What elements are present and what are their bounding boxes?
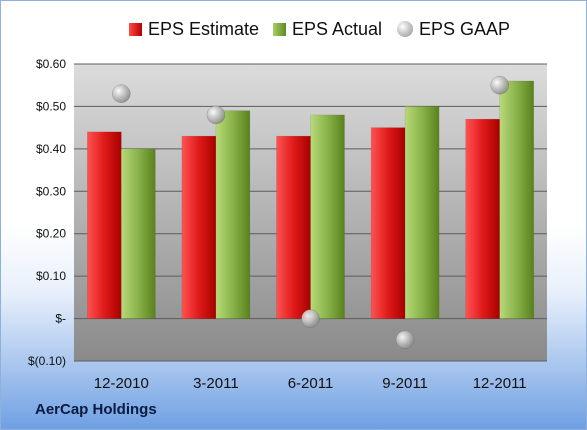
y-tick-label: $(0.10) <box>28 354 66 368</box>
y-tick-label: $0.60 <box>36 57 66 71</box>
legend-swatch-eps-actual <box>273 22 286 36</box>
eps-estimate-bar <box>465 118 500 319</box>
y-tick-label: $0.10 <box>36 269 66 283</box>
legend-label-eps-actual: EPS Actual <box>292 18 383 39</box>
eps-estimate-bar <box>181 135 217 319</box>
x-tick-label: 12-2010 <box>94 375 149 392</box>
legend-swatch-eps-gaap <box>397 21 413 37</box>
eps-actual-bar <box>215 110 251 319</box>
eps-gaap-point <box>112 84 131 103</box>
legend-label-eps-estimate: EPS Estimate <box>148 18 260 39</box>
eps-actual-bar <box>121 148 156 319</box>
legend: EPS Estimate EPS Actual EPS GAAP <box>1 15 586 43</box>
y-tick-label: $0.20 <box>36 227 66 241</box>
x-tick-label: 6-2011 <box>288 375 334 392</box>
legend-item-eps-gaap: EPS GAAP <box>397 15 510 43</box>
eps-gaap-point <box>301 309 320 328</box>
eps-gaap-point <box>490 75 509 95</box>
eps-estimate-bar <box>370 127 406 319</box>
eps-actual-bar <box>310 114 345 319</box>
eps-gaap-point <box>395 330 415 350</box>
x-tick-label: 9-2011 <box>382 375 428 392</box>
y-tick-label: $- <box>55 312 66 326</box>
legend-label-eps-gaap: EPS GAAP <box>419 18 511 39</box>
x-tick-label: 3-2011 <box>193 375 239 392</box>
legend-item-eps-estimate: EPS Estimate <box>129 15 259 43</box>
company-name: AerCap Holdings <box>35 401 157 418</box>
eps-estimate-bar <box>276 135 311 319</box>
y-tick-label: $0.50 <box>36 99 66 113</box>
y-tick-label: $0.40 <box>36 142 66 156</box>
x-tick-label: 12-2011 <box>473 375 527 392</box>
eps-actual-bar <box>499 80 534 319</box>
eps-actual-bar <box>404 106 440 319</box>
legend-item-eps-actual: EPS Actual <box>273 15 382 43</box>
eps-gaap-point <box>206 105 226 125</box>
eps-estimate-bar <box>87 131 122 319</box>
y-tick-label: $0.30 <box>36 184 66 198</box>
legend-swatch-eps-estimate <box>129 22 142 36</box>
